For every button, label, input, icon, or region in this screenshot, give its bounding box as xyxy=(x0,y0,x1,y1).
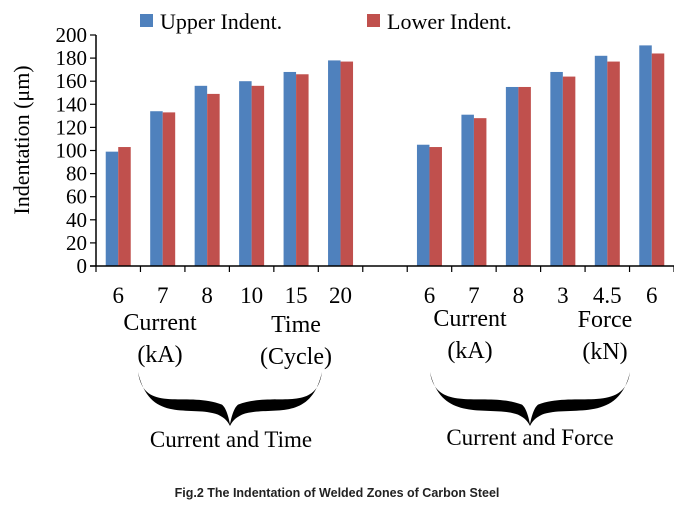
group-label-line1: Force xyxy=(578,307,633,333)
y-axis-label: Indentation (μm) xyxy=(9,65,34,214)
bar-lower xyxy=(162,112,176,266)
bar-lower xyxy=(607,61,620,266)
x-tick-label: 6 xyxy=(112,283,124,308)
bar-upper xyxy=(594,55,608,266)
x-tick-labels: 6 7 8 10 15 20 6 7 8 3 4.5 6 xyxy=(112,283,657,308)
figure-caption: Fig.2 The Indentation of Welded Zones of… xyxy=(174,486,500,500)
group-label-line2: (kN) xyxy=(582,339,627,365)
y-axis-ticks xyxy=(90,34,674,272)
x-tick-label: 7 xyxy=(468,283,480,308)
brace-label: Current and Force xyxy=(446,425,613,450)
y-tick-label: 80 xyxy=(66,162,87,186)
bar-lower xyxy=(562,76,576,266)
x-tick-label: 7 xyxy=(157,283,169,308)
bar-lower xyxy=(207,93,220,266)
brace-label: Current and Time xyxy=(150,427,312,452)
legend-label: Lower Indent. xyxy=(387,9,512,34)
bar-upper xyxy=(550,71,563,267)
legend-label: Upper Indent. xyxy=(160,9,282,34)
group-label-line1: Time xyxy=(271,312,321,338)
brace-current-and-force xyxy=(430,372,630,426)
y-tick-label: 40 xyxy=(66,208,87,232)
bar-lower xyxy=(473,118,487,266)
group-label-line1: Current xyxy=(433,306,507,332)
y-tick-label: 140 xyxy=(56,92,88,116)
bar-lower xyxy=(340,61,354,266)
axes xyxy=(90,35,674,267)
y-tick-label: 60 xyxy=(66,185,87,209)
y-tick-label: 100 xyxy=(56,139,88,163)
y-tick-label: 0 xyxy=(77,254,88,278)
y-tick-label: 200 xyxy=(56,23,88,47)
bar-upper xyxy=(461,114,474,266)
bars xyxy=(105,45,665,267)
x-tick-label: 4.5 xyxy=(593,283,622,308)
bar-lower xyxy=(429,147,442,266)
bar-upper xyxy=(639,45,652,266)
x-tick-label: 6 xyxy=(646,283,658,308)
x-tick-label: 8 xyxy=(513,283,525,308)
bar-lower xyxy=(251,85,265,266)
legend-swatch xyxy=(367,14,380,27)
y-tick-label: 180 xyxy=(56,46,88,70)
braces: Current and Time Current and Force xyxy=(138,372,630,452)
x-tick-label: 6 xyxy=(424,283,436,308)
bar-upper xyxy=(194,85,208,266)
bar-lower xyxy=(296,74,309,267)
bar-lower xyxy=(118,147,131,266)
x-tick-label: 10 xyxy=(240,283,263,308)
bar-upper xyxy=(505,86,519,266)
legend: Upper Indent. Lower Indent. xyxy=(140,9,512,34)
bar-upper xyxy=(105,151,119,266)
bar-lower xyxy=(518,86,531,266)
y-tick-label: 20 xyxy=(66,231,87,255)
bar-upper xyxy=(416,144,430,266)
bar-upper xyxy=(239,81,252,266)
legend-swatch xyxy=(140,14,153,27)
group-label-line2: (Cycle) xyxy=(260,344,332,370)
x-tick-label: 20 xyxy=(329,283,352,308)
x-tick-label: 8 xyxy=(201,283,213,308)
brace-current-and-time xyxy=(138,372,322,426)
x-tick-label: 15 xyxy=(285,283,308,308)
x-tick-label: 3 xyxy=(557,283,569,308)
bar-upper xyxy=(150,111,163,266)
bar-lower xyxy=(651,53,665,267)
group-labels: Current (kA) Time (Cycle) Current (kA) Force (k… xyxy=(123,306,632,370)
group-label-line2: (kA) xyxy=(137,342,182,368)
y-tick-label: 120 xyxy=(56,115,88,139)
group-label-line2: (kA) xyxy=(447,338,492,364)
bar-upper xyxy=(328,60,341,266)
bar-upper xyxy=(283,71,297,267)
y-tick-label: 160 xyxy=(56,69,88,93)
group-label-line1: Current xyxy=(123,310,197,336)
